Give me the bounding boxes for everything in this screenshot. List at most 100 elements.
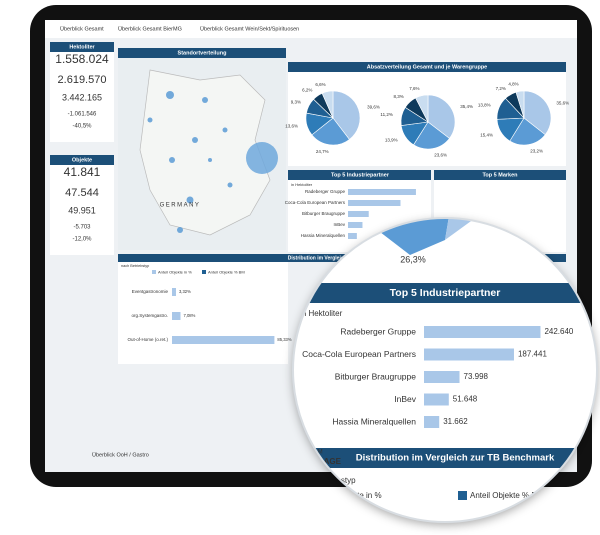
kpi-value: 41.841: [64, 165, 101, 179]
kpi-value: -12,0%: [72, 237, 92, 243]
legend-swatch: [302, 491, 311, 500]
legend-swatch: [458, 491, 467, 500]
category-label: Radeberger Gruppe: [340, 326, 416, 336]
pie-slice: [415, 94, 429, 123]
category-label: InBev: [333, 222, 345, 227]
pie-label: 13,9%: [385, 137, 398, 142]
category-label: InBev: [394, 394, 416, 404]
pie-label: 39,6%: [367, 104, 380, 109]
pie-label: 23,6%: [434, 153, 447, 158]
pie-slice: [427, 94, 456, 139]
map-marker: [166, 91, 174, 99]
pie-slice: [515, 90, 525, 119]
tab-bar: [45, 20, 577, 38]
pie-slice: [332, 90, 361, 140]
map-marker: [177, 227, 183, 233]
panel-header: [118, 48, 286, 58]
map-marker: [202, 97, 208, 103]
kpi-value: 2.619.570: [58, 74, 107, 86]
value-label: 7,08%: [183, 313, 195, 318]
category-label: Bitburger Braugruppe: [302, 211, 346, 216]
panel-header: [434, 170, 566, 180]
bar: [348, 189, 416, 195]
panel-title: Absatzverteilung Gesamt und je Warengrup…: [367, 64, 488, 70]
panel-header: [293, 448, 597, 468]
pie-label: 24,7%: [316, 149, 329, 154]
category-label: Eventgastronomie: [132, 289, 169, 294]
pie-label: 6,2%: [302, 87, 312, 92]
bar: [424, 348, 514, 361]
panel-header: [50, 155, 114, 165]
tab[interactable]: Überblick Gesamt BierMG: [118, 25, 182, 32]
map-marker: [227, 182, 233, 188]
map-border: [139, 69, 271, 236]
map-marker: [222, 127, 228, 133]
legend-swatch: [202, 270, 206, 274]
kpi-value: -1.061.546: [68, 112, 97, 118]
bar: [348, 200, 401, 206]
subtitle: in Hektoliter: [291, 182, 313, 187]
pie-label: 7,2%: [496, 86, 506, 91]
pie-slice: [509, 117, 546, 146]
map-country: GERMANY: [160, 203, 201, 209]
map-marker: [186, 196, 194, 204]
panel-title: Top 5 Marken: [482, 172, 518, 178]
kpi-value: 49.951: [68, 205, 96, 215]
pie-slice: [523, 90, 552, 136]
pie-label: 6,6%: [315, 82, 325, 87]
panel-title: Hektoliter: [69, 44, 95, 50]
legend-swatch: [152, 270, 156, 274]
bar: [424, 393, 449, 406]
magnifier-rim: [292, 217, 598, 523]
category-label: Out-of-Home (o.ret.): [127, 337, 168, 342]
category-label: Radeberger Gruppe: [305, 189, 346, 194]
panel-title: Distribution im Vergleich zur TB Benchma…: [356, 453, 555, 464]
panel-header: [293, 283, 597, 303]
value-label: 31.662: [443, 417, 468, 426]
pie-label: 7,6%: [409, 86, 419, 91]
map-marker: [192, 137, 198, 143]
bar: [172, 312, 181, 320]
pie-label: 13,8%: [478, 102, 491, 107]
pie-label: 4,8%: [508, 82, 518, 87]
bar: [424, 371, 460, 383]
map-marker: [147, 117, 153, 123]
pie-label: 13,6%: [285, 123, 298, 128]
value-label: 242.640: [544, 327, 573, 336]
kpi-value: 1.558.024: [55, 52, 109, 66]
panel-title: Distribution im Vergleich zur TB Benchma…: [288, 255, 393, 261]
bar: [172, 336, 275, 344]
kpi-value: -40,5%: [72, 124, 92, 130]
pie-slice: [413, 121, 450, 150]
legend-label: Anteil Objekte in %: [314, 491, 382, 500]
value-label: 85,33%: [277, 337, 291, 342]
category-label: Hassia Mineralquellen: [332, 416, 416, 426]
value-label: 73.998: [464, 372, 489, 381]
category-label: org.Systemgastro.: [131, 313, 168, 318]
subtitle: in Hektoliter: [300, 309, 343, 318]
bar: [348, 233, 357, 239]
pie-label: 11,2%: [380, 112, 392, 117]
kpi-value: 47.544: [65, 187, 99, 199]
bar: [424, 416, 440, 428]
category-label: Coca-Cola European Partners: [285, 200, 346, 205]
bar: [348, 211, 369, 217]
value-label: 51.648: [453, 395, 478, 404]
map-marker: [246, 142, 278, 174]
subtitle: nach Betriebstyp: [121, 264, 149, 268]
tab[interactable]: Überblick Gesamt: [60, 25, 104, 32]
bar: [348, 222, 363, 228]
kpi-value: 3.442.165: [62, 92, 102, 102]
breadcrumb: Überblick OoH / Gastro: [92, 451, 149, 458]
panel-header: [50, 42, 114, 52]
kpi-value: -5.703: [73, 225, 91, 231]
panel-title: Top 5 Industriepartner: [331, 172, 390, 178]
legend-label: Anteil Objekte % BM: [470, 491, 544, 500]
panel-title: Standortverteilung: [178, 50, 227, 56]
category-label: Hassia Mineralquellen: [301, 233, 346, 238]
map-marker: [169, 157, 175, 163]
panel-header: [288, 170, 431, 180]
tab[interactable]: Überblick Gesamt Wein/Sekt/Spirituosen: [200, 25, 299, 32]
panel: [50, 155, 114, 255]
